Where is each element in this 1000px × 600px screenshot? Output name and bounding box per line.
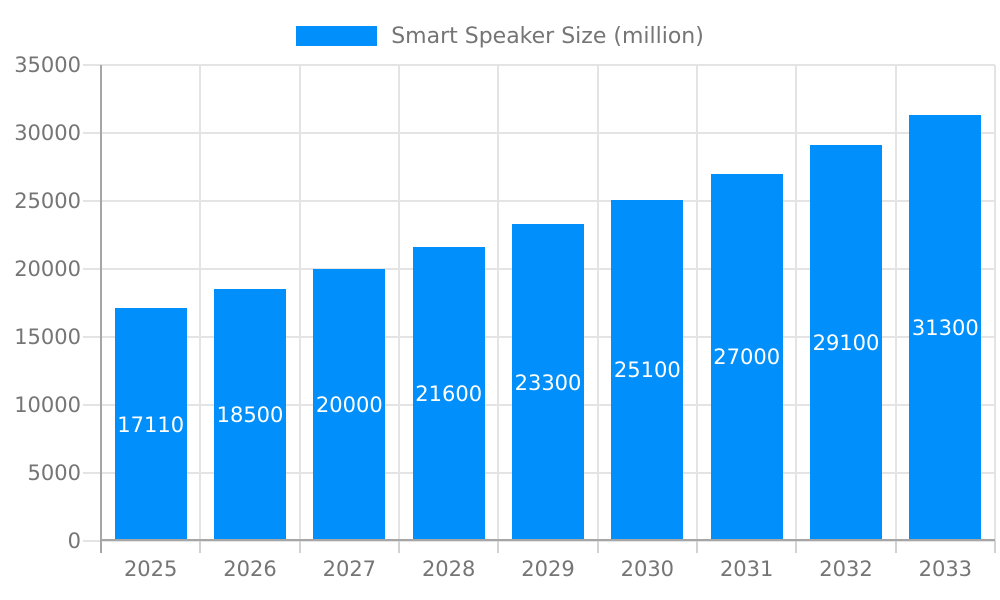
- x-gridline: [795, 65, 798, 541]
- x-axis: 2025 2026 2027 2028 2029 2030 2031 2032 2033: [101, 556, 995, 586]
- y-axis-tick-label: 0: [67, 529, 81, 553]
- bar-2031[interactable]: 27000: [710, 173, 783, 541]
- y-axis-tick-label: 30000: [14, 121, 81, 145]
- bar-2028[interactable]: 21600: [412, 247, 485, 541]
- bar-2032[interactable]: 29100: [810, 145, 882, 541]
- x-axis-tick: [894, 541, 897, 553]
- bar-2029[interactable]: 23300: [512, 224, 584, 541]
- bar-value-label: 21600: [415, 382, 483, 407]
- x-gridline: [199, 65, 202, 541]
- bar-2033[interactable]: 31300: [909, 115, 982, 541]
- x-axis-tick: [298, 541, 301, 553]
- x-axis-tick-label: 2032: [819, 557, 873, 581]
- y-axis-tick-label: 5000: [27, 461, 81, 485]
- bar-value-label: 20000: [315, 393, 383, 417]
- x-axis-tick: [497, 541, 500, 553]
- bar-2030[interactable]: 25100: [611, 199, 684, 541]
- x-axis-tick-label: 2027: [322, 557, 377, 581]
- bar-value-label: 31300: [911, 316, 979, 341]
- x-axis-tick-label: 2026: [223, 557, 277, 581]
- y-axis-tick-label: 20000: [14, 257, 81, 281]
- x-gridline: [298, 65, 301, 541]
- y-gridline: [83, 132, 995, 134]
- y-gridline: [83, 540, 995, 542]
- bar-2026[interactable]: 18500: [214, 289, 286, 541]
- plot-area: 17110 18500 20000 21600 23300 25100 27000 29100…: [83, 64, 996, 553]
- x-gridline: [894, 65, 897, 541]
- bar-value-label: 17110: [117, 412, 185, 437]
- x-gridline: [696, 65, 698, 541]
- x-axis-tick: [696, 541, 698, 553]
- x-axis-tick: [596, 541, 599, 553]
- y-axis-tick-label: 10000: [14, 393, 81, 417]
- legend-swatch-icon: [296, 26, 378, 46]
- y-axis-tick-label: 25000: [14, 189, 81, 213]
- x-axis-tick: [994, 541, 996, 553]
- bar-2025[interactable]: 17110: [114, 308, 187, 541]
- legend-label: Smart Speaker Size (million): [391, 23, 704, 49]
- y-axis-tick-label: 35000: [14, 53, 81, 77]
- y-axis: 0 5000 10000 15000 20000 25000 30000 35000: [0, 0, 101, 600]
- x-gridline: [994, 65, 996, 541]
- x-axis-line: [101, 539, 995, 541]
- x-gridline: [596, 65, 599, 541]
- bar-value-label: 18500: [216, 403, 284, 428]
- bar-value-label: 29100: [812, 331, 880, 356]
- x-axis-tick-label: 2029: [521, 557, 575, 581]
- x-axis-tick-label: 2025: [123, 557, 178, 581]
- bar-2027[interactable]: 20000: [313, 269, 386, 541]
- x-axis-tick-label: 2033: [918, 557, 973, 581]
- x-axis-tick: [398, 541, 400, 553]
- x-axis-tick-label: 2028: [421, 557, 476, 581]
- x-axis-tick-label: 2031: [719, 557, 774, 581]
- y-axis-line: [100, 65, 102, 553]
- bar-value-label: 27000: [713, 345, 781, 370]
- x-gridline: [497, 65, 500, 541]
- x-axis-tick-label: 2030: [620, 557, 675, 581]
- bar-value-label: 25100: [613, 358, 681, 383]
- chart-legend[interactable]: Smart Speaker Size (million): [0, 22, 1000, 50]
- x-gridline: [398, 65, 400, 541]
- y-gridline: [83, 64, 995, 66]
- y-gridline: [83, 200, 995, 202]
- x-axis-tick: [199, 541, 202, 553]
- x-axis-tick: [795, 541, 798, 553]
- y-axis-tick-label: 15000: [14, 325, 81, 349]
- bar-value-label: 23300: [514, 370, 582, 395]
